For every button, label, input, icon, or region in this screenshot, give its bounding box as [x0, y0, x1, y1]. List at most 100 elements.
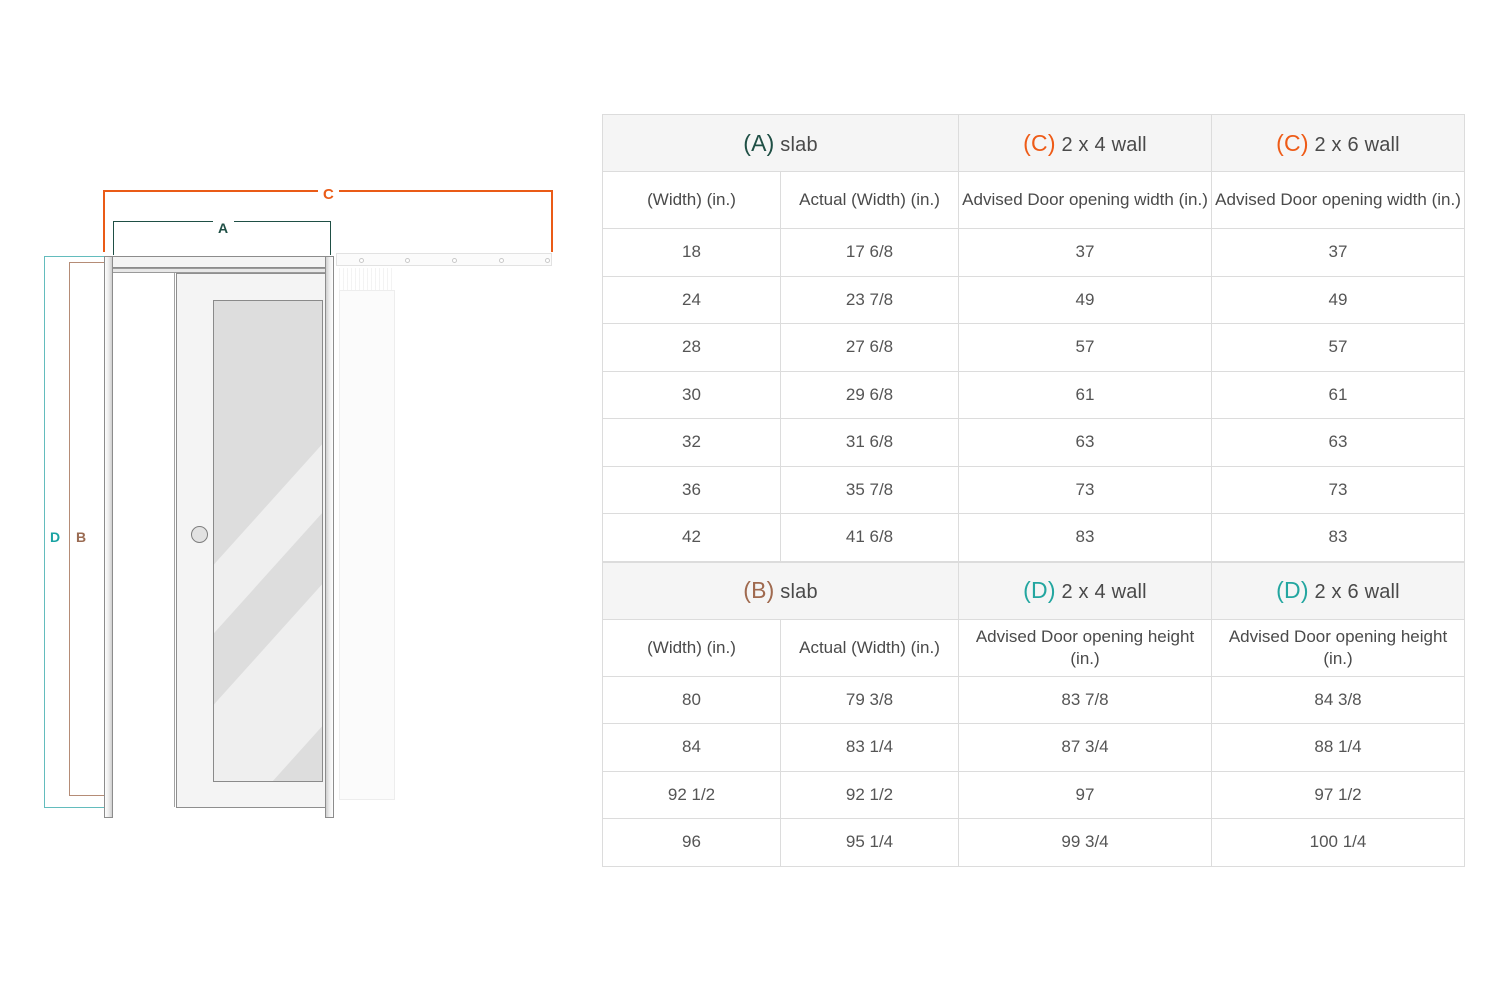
- group-header-cell: (D) 2 x 4 wall: [958, 561, 1213, 620]
- hidden-slab-ghost: [339, 290, 395, 800]
- table-cell: 83 1/4: [779, 723, 960, 772]
- column-header-cell: Advised Door opening height (in.): [1211, 618, 1466, 677]
- table-cell: 63: [1211, 418, 1466, 467]
- table-row: 18 17 6/8 37 37: [602, 228, 1466, 277]
- table-cell: 18: [602, 228, 781, 277]
- table-cell: 37: [1211, 228, 1466, 277]
- table-cell: 83: [1211, 513, 1466, 562]
- header-track-rail: [336, 253, 552, 266]
- table-row: 92 1/2 92 1/2 97 97 1/2: [602, 770, 1466, 819]
- group-header-cell: (C) 2 x 6 wall: [1211, 114, 1466, 172]
- table-cell: 57: [958, 323, 1213, 372]
- group-header-ref: (C): [1276, 129, 1309, 156]
- group-header-cell: (B) slab: [601, 561, 960, 620]
- column-header-cell: Actual (Width) (in.): [779, 171, 960, 229]
- column-header-row: (Width) (in.) Actual (Width) (in.) Advised…: [602, 618, 1466, 677]
- width-table: (A) slab (C) 2 x 4 wall (C) 2 x 6 wall (Wid…: [601, 114, 1466, 562]
- table-row: 30 29 6/8 61 61: [602, 370, 1466, 419]
- table-cell: 95 1/4: [779, 818, 960, 867]
- group-header-cell: (C) 2 x 4 wall: [958, 114, 1213, 172]
- table-row: 84 83 1/4 87 3/4 88 1/4: [602, 723, 1466, 772]
- table-cell: 41 6/8: [779, 513, 960, 562]
- group-header-row: (B) slab (D) 2 x 4 wall (D) 2 x 6 wall: [601, 561, 1466, 620]
- group-header-label: 2 x 6 wall: [1308, 133, 1400, 156]
- track-screw-hole-icon: [405, 258, 410, 263]
- table-cell: 61: [958, 370, 1213, 419]
- group-header-ref: (D): [1276, 577, 1309, 603]
- table-cell: 57: [1211, 323, 1466, 372]
- door-glass-panel: [213, 300, 323, 782]
- table-cell: 84: [602, 723, 781, 772]
- table-row: 42 41 6/8 83 83: [602, 513, 1466, 562]
- right-jamb: [325, 256, 334, 818]
- table-cell: 17 6/8: [779, 228, 960, 277]
- table-cell: 96: [602, 818, 781, 867]
- table-cell: 80: [602, 675, 781, 724]
- group-header-label: 2 x 6 wall: [1308, 581, 1400, 603]
- table-cell: 73: [958, 465, 1213, 514]
- door-slab: [176, 273, 332, 808]
- table-cell: 42: [602, 513, 781, 562]
- table-cell: 28: [602, 323, 781, 372]
- table-cell: 30: [602, 370, 781, 419]
- table-cell: 92 1/2: [602, 770, 781, 819]
- column-header-cell: (Width) (in.): [602, 171, 781, 229]
- track-screw-hole-icon: [452, 258, 457, 263]
- group-header-ref: (A): [743, 129, 775, 156]
- table-cell: 29 6/8: [779, 370, 960, 419]
- group-header-cell: (A) slab: [601, 114, 960, 172]
- table-cell: 97 1/2: [1211, 770, 1466, 819]
- pocket-cavity: [111, 273, 175, 807]
- dimension-label-d: D: [48, 525, 63, 549]
- door-pull-handle-icon: [191, 526, 208, 543]
- group-header-cell: (D) 2 x 6 wall: [1211, 561, 1466, 620]
- table-cell: 83 7/8: [958, 675, 1213, 724]
- table-cell: 87 3/4: [958, 723, 1213, 772]
- table-cell: 84 3/8: [1211, 675, 1466, 724]
- table-cell: 63: [958, 418, 1213, 467]
- group-header-ref: (D): [1023, 577, 1056, 603]
- table-cell: 27 6/8: [779, 323, 960, 372]
- group-header-label: 2 x 4 wall: [1055, 133, 1147, 156]
- column-header-cell: Advised Door opening height (in.): [958, 618, 1213, 677]
- table-cell: 83: [958, 513, 1213, 562]
- group-header-row: (A) slab (C) 2 x 4 wall (C) 2 x 6 wall: [601, 114, 1466, 172]
- dimension-bracket-b: [69, 262, 111, 796]
- table-cell: 73: [1211, 465, 1466, 514]
- table-row: 28 27 6/8 57 57: [602, 323, 1466, 372]
- table-cell: 32: [602, 418, 781, 467]
- table-row: 24 23 7/8 49 49: [602, 275, 1466, 324]
- table-cell: 92 1/2: [779, 770, 960, 819]
- column-header-cell: Advised Door opening width (in.): [1211, 171, 1466, 229]
- group-header-label: slab: [774, 133, 818, 156]
- table-cell: 88 1/4: [1211, 723, 1466, 772]
- size-tables-container: (A) slab (C) 2 x 4 wall (C) 2 x 6 wall (Wid…: [601, 114, 1466, 867]
- table-cell: 36: [602, 465, 781, 514]
- table-cell: 35 7/8: [779, 465, 960, 514]
- dimension-bracket-d: [44, 256, 106, 808]
- track-screw-hole-icon: [359, 258, 364, 263]
- table-cell: 37: [958, 228, 1213, 277]
- table-cell: 99 3/4: [958, 818, 1213, 867]
- table-cell: 23 7/8: [779, 275, 960, 324]
- head-jamb-inner-rail: [110, 268, 332, 273]
- table-row: 32 31 6/8 63 63: [602, 418, 1466, 467]
- group-header-label: 2 x 4 wall: [1055, 581, 1147, 603]
- dimension-label-a: A: [213, 220, 234, 236]
- table-row: 96 95 1/4 99 3/4 100 1/4: [602, 818, 1466, 867]
- column-header-cell: Advised Door opening width (in.): [958, 171, 1213, 229]
- height-table: (B) slab (D) 2 x 4 wall (D) 2 x 6 wall (Wid…: [601, 561, 1466, 867]
- column-header-cell: (Width) (in.): [602, 618, 781, 677]
- table-cell: 49: [1211, 275, 1466, 324]
- track-screw-hole-icon: [499, 258, 504, 263]
- left-jamb: [104, 256, 113, 818]
- table-cell: 24: [602, 275, 781, 324]
- table-row: 80 79 3/8 83 7/8 84 3/8: [602, 675, 1466, 724]
- table-cell: 49: [958, 275, 1213, 324]
- dimension-label-b: B: [74, 525, 89, 549]
- column-header-cell: Actual (Width) (in.): [779, 618, 960, 677]
- pocket-door-diagram: C A D B: [0, 0, 600, 1000]
- group-header-ref: (B): [743, 577, 775, 603]
- head-jamb: [104, 256, 334, 268]
